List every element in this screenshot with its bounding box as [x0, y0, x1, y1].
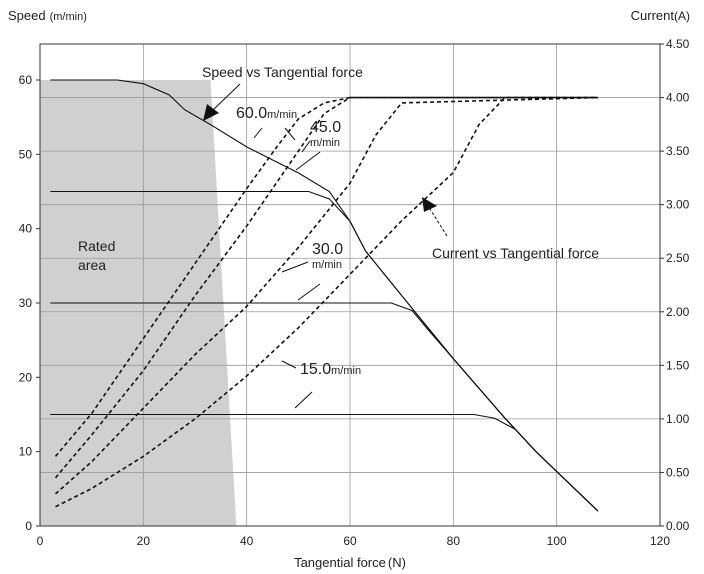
current-line-15-0: [55, 96, 598, 508]
y-right-tick-label: 1.00: [666, 412, 690, 426]
right-axis-title: Current(A): [631, 8, 690, 23]
label-60-arrow-speed: [253, 127, 263, 139]
y-right-tick-label: 1.50: [666, 358, 690, 372]
grid-lines: [40, 44, 660, 526]
x-tick-label: 80: [447, 534, 461, 548]
label-60: 60.0m/min: [236, 105, 297, 122]
x-tick-label: 100: [547, 534, 567, 548]
x-tick-label: 120: [650, 534, 670, 548]
y-left-tick-label: 10: [19, 445, 33, 459]
x-tick-label: 0: [37, 534, 44, 548]
y-right-tick-label: 3.50: [666, 144, 690, 158]
speed-line-15-0: [50, 413, 599, 512]
y-right-tick-label: 2.50: [666, 251, 690, 265]
label-45-arrow-a: [301, 140, 311, 153]
current-line-45-0: [54, 96, 598, 479]
y-right-tick-label: 2.00: [666, 305, 690, 319]
x-tick-label: 40: [240, 534, 254, 548]
label-45-arrow-b: [295, 151, 321, 171]
y-left-tick-label: 0: [25, 519, 32, 533]
tick-labels: 0 20 40 60 80 100 1200.000.501.001.502.002.503…: [19, 37, 690, 548]
label-15-arrow-current: [281, 360, 297, 369]
label-30-value: 30.0: [312, 241, 343, 258]
label-60-arrow-current: [284, 127, 296, 141]
speed-title-arrow: [212, 83, 241, 111]
x-axis-title: Tangential force (N): [294, 555, 406, 570]
y-left-tick-label: 50: [19, 147, 33, 161]
x-tick-label: 60: [343, 534, 357, 548]
y-left-tick-label: 30: [19, 296, 33, 310]
rated-area-label-line2: area: [78, 257, 106, 273]
y-right-tick-label: 4.00: [666, 91, 690, 105]
y-right-tick-label: 0.50: [666, 465, 690, 479]
y-right-tick-label: 0.00: [666, 519, 690, 533]
speed-title-arrowhead: [203, 104, 219, 121]
y-right-tick-label: 4.50: [666, 37, 690, 51]
y-left-tick-label: 60: [19, 73, 33, 87]
y-left-tick-label: 40: [19, 222, 33, 236]
x-tick-label: 20: [137, 534, 151, 548]
speed-vs-force-title: Speed vs Tangential force: [202, 64, 363, 80]
current-vs-force-title: Current vs Tangential force: [432, 245, 599, 261]
label-45-value: 45.0: [310, 119, 341, 136]
y-left-tick-label: 20: [19, 370, 33, 384]
current-title-arrow: [429, 208, 448, 237]
rated-area-label-line1: Rated: [78, 238, 115, 254]
plot-frame: [39, 43, 661, 527]
current-line-30-0: [54, 96, 599, 495]
speed-series-group: [50, 79, 599, 512]
label-15: 15.0m/min: [300, 361, 361, 378]
current-title-arrowhead: [422, 197, 437, 212]
label-30-arrow-current: [281, 261, 309, 273]
current-series-group: [54, 96, 599, 508]
label-15-arrow-speed: [294, 391, 313, 409]
left-axis-title: Speed (m/min): [8, 8, 87, 23]
y-right-tick-label: 3.00: [666, 198, 690, 212]
label-45-unit: m/min: [310, 137, 340, 149]
current-line-60-0: [54, 96, 598, 457]
label-30-arrow-speed: [297, 283, 321, 301]
label-30-unit: m/min: [312, 259, 342, 271]
